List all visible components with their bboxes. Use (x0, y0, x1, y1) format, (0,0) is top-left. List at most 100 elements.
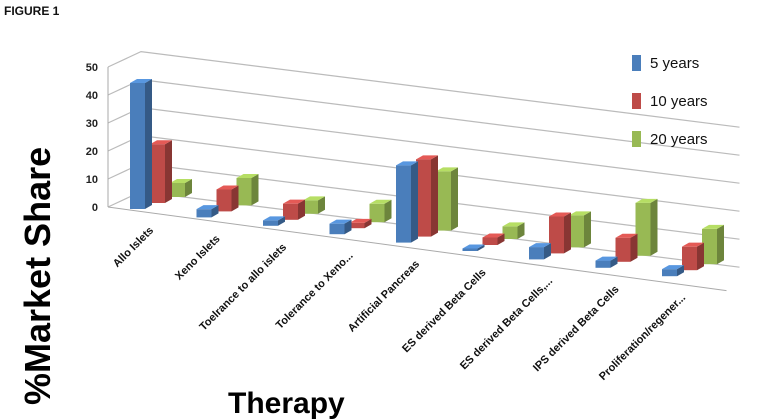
bar-front (216, 189, 232, 212)
bar-side (344, 219, 352, 235)
bar-side (411, 161, 418, 243)
bar-top (595, 256, 618, 261)
bar-top (196, 205, 219, 210)
bar-front (303, 200, 318, 214)
bar-front (130, 83, 145, 209)
bar-side (278, 216, 285, 226)
bar-top (549, 212, 571, 217)
bar-front (396, 165, 411, 243)
bar-front (283, 203, 298, 220)
bar-top (682, 242, 704, 247)
bar-front (462, 248, 478, 251)
bar-side (211, 205, 219, 218)
bar-side (185, 179, 192, 197)
y-tick-label: 50 (86, 62, 98, 74)
bar-side (564, 212, 571, 254)
bar-front (702, 228, 717, 265)
bar-top (369, 199, 392, 204)
y-axis-title: %Market Share (17, 147, 58, 405)
bar-top (416, 155, 438, 160)
legend-swatch (632, 93, 641, 109)
bar-top (303, 196, 325, 201)
bar-front (482, 237, 498, 245)
bar-top (170, 179, 192, 183)
bar-front (502, 226, 518, 239)
bar-side (544, 243, 551, 260)
bar-top (329, 219, 352, 224)
legend-swatch (632, 55, 641, 71)
y-tick-label: 40 (86, 90, 98, 102)
bar-top (396, 161, 418, 166)
legend-label: 10 years (650, 93, 708, 110)
y-tick-label: 0 (92, 202, 98, 214)
bar-top (569, 211, 591, 216)
bar-top (529, 243, 551, 248)
x-tick-label: Allo Islets (111, 225, 156, 270)
bar-top (236, 173, 259, 178)
bar-side (431, 155, 438, 237)
bar-front (436, 171, 451, 231)
bar-top (436, 167, 458, 172)
bar-side (165, 140, 172, 203)
x-axis-title: Therapy (228, 387, 345, 419)
bar-front (662, 269, 677, 277)
bar-top (615, 233, 638, 238)
bar-front (635, 202, 651, 256)
x-tick-label: Xeno Islets (173, 233, 223, 283)
bar-side (677, 265, 684, 277)
bar-front (196, 209, 212, 218)
bar-side (231, 185, 239, 212)
bar-top (635, 198, 658, 203)
bar-side (477, 244, 485, 251)
bar-side (298, 199, 305, 220)
bar-side (451, 167, 458, 231)
x-tick-label: Proliferation/regener... (597, 292, 688, 383)
bar-side (584, 211, 591, 248)
gridline (107, 50, 740, 128)
bar-side (497, 233, 505, 245)
bar-side (717, 224, 724, 265)
x-tick-label: IPS derived Beta Cells (531, 283, 622, 374)
bar-front (329, 223, 345, 235)
x-tick-label: Toelrance to allo islets (197, 241, 289, 333)
x-axis (107, 206, 727, 292)
bar-front (595, 260, 611, 268)
bar-side (384, 199, 392, 223)
bar-side (318, 196, 325, 214)
legend-swatch (632, 131, 641, 147)
bar-top (216, 185, 239, 190)
bar-top (502, 222, 525, 227)
bar-top (283, 199, 305, 204)
bar-side (145, 79, 152, 209)
y-tick-label: 10 (86, 174, 98, 186)
bar-top (482, 233, 505, 238)
bar-top (263, 216, 285, 221)
bar-side (364, 218, 372, 229)
bar-front (682, 246, 697, 271)
bar-top (662, 265, 684, 270)
bar-top (702, 224, 724, 229)
bar-top (150, 140, 172, 145)
bar-front (349, 222, 365, 229)
bar-front (615, 237, 631, 262)
figure-label: FIGURE 1 (4, 4, 60, 18)
bar-top (130, 79, 152, 83)
bar-side (610, 256, 618, 268)
bar-front (529, 247, 544, 260)
bar-side (650, 198, 658, 256)
bar-front (263, 220, 278, 226)
x-tick-label: Artificial Pancreas (346, 258, 422, 334)
bar-top (462, 244, 485, 249)
bar-side (697, 242, 704, 271)
bar-front (369, 203, 385, 223)
bar-front (569, 215, 584, 248)
bar-top (349, 218, 372, 223)
x-tick-label: Tolerance to Xeno... (274, 250, 356, 332)
bar-front (170, 183, 185, 197)
y-tick-label: 30 (86, 118, 98, 130)
bar-side (630, 233, 638, 262)
bar-front (150, 144, 165, 203)
bar-side (517, 222, 525, 239)
y-tick-label: 20 (86, 146, 98, 158)
